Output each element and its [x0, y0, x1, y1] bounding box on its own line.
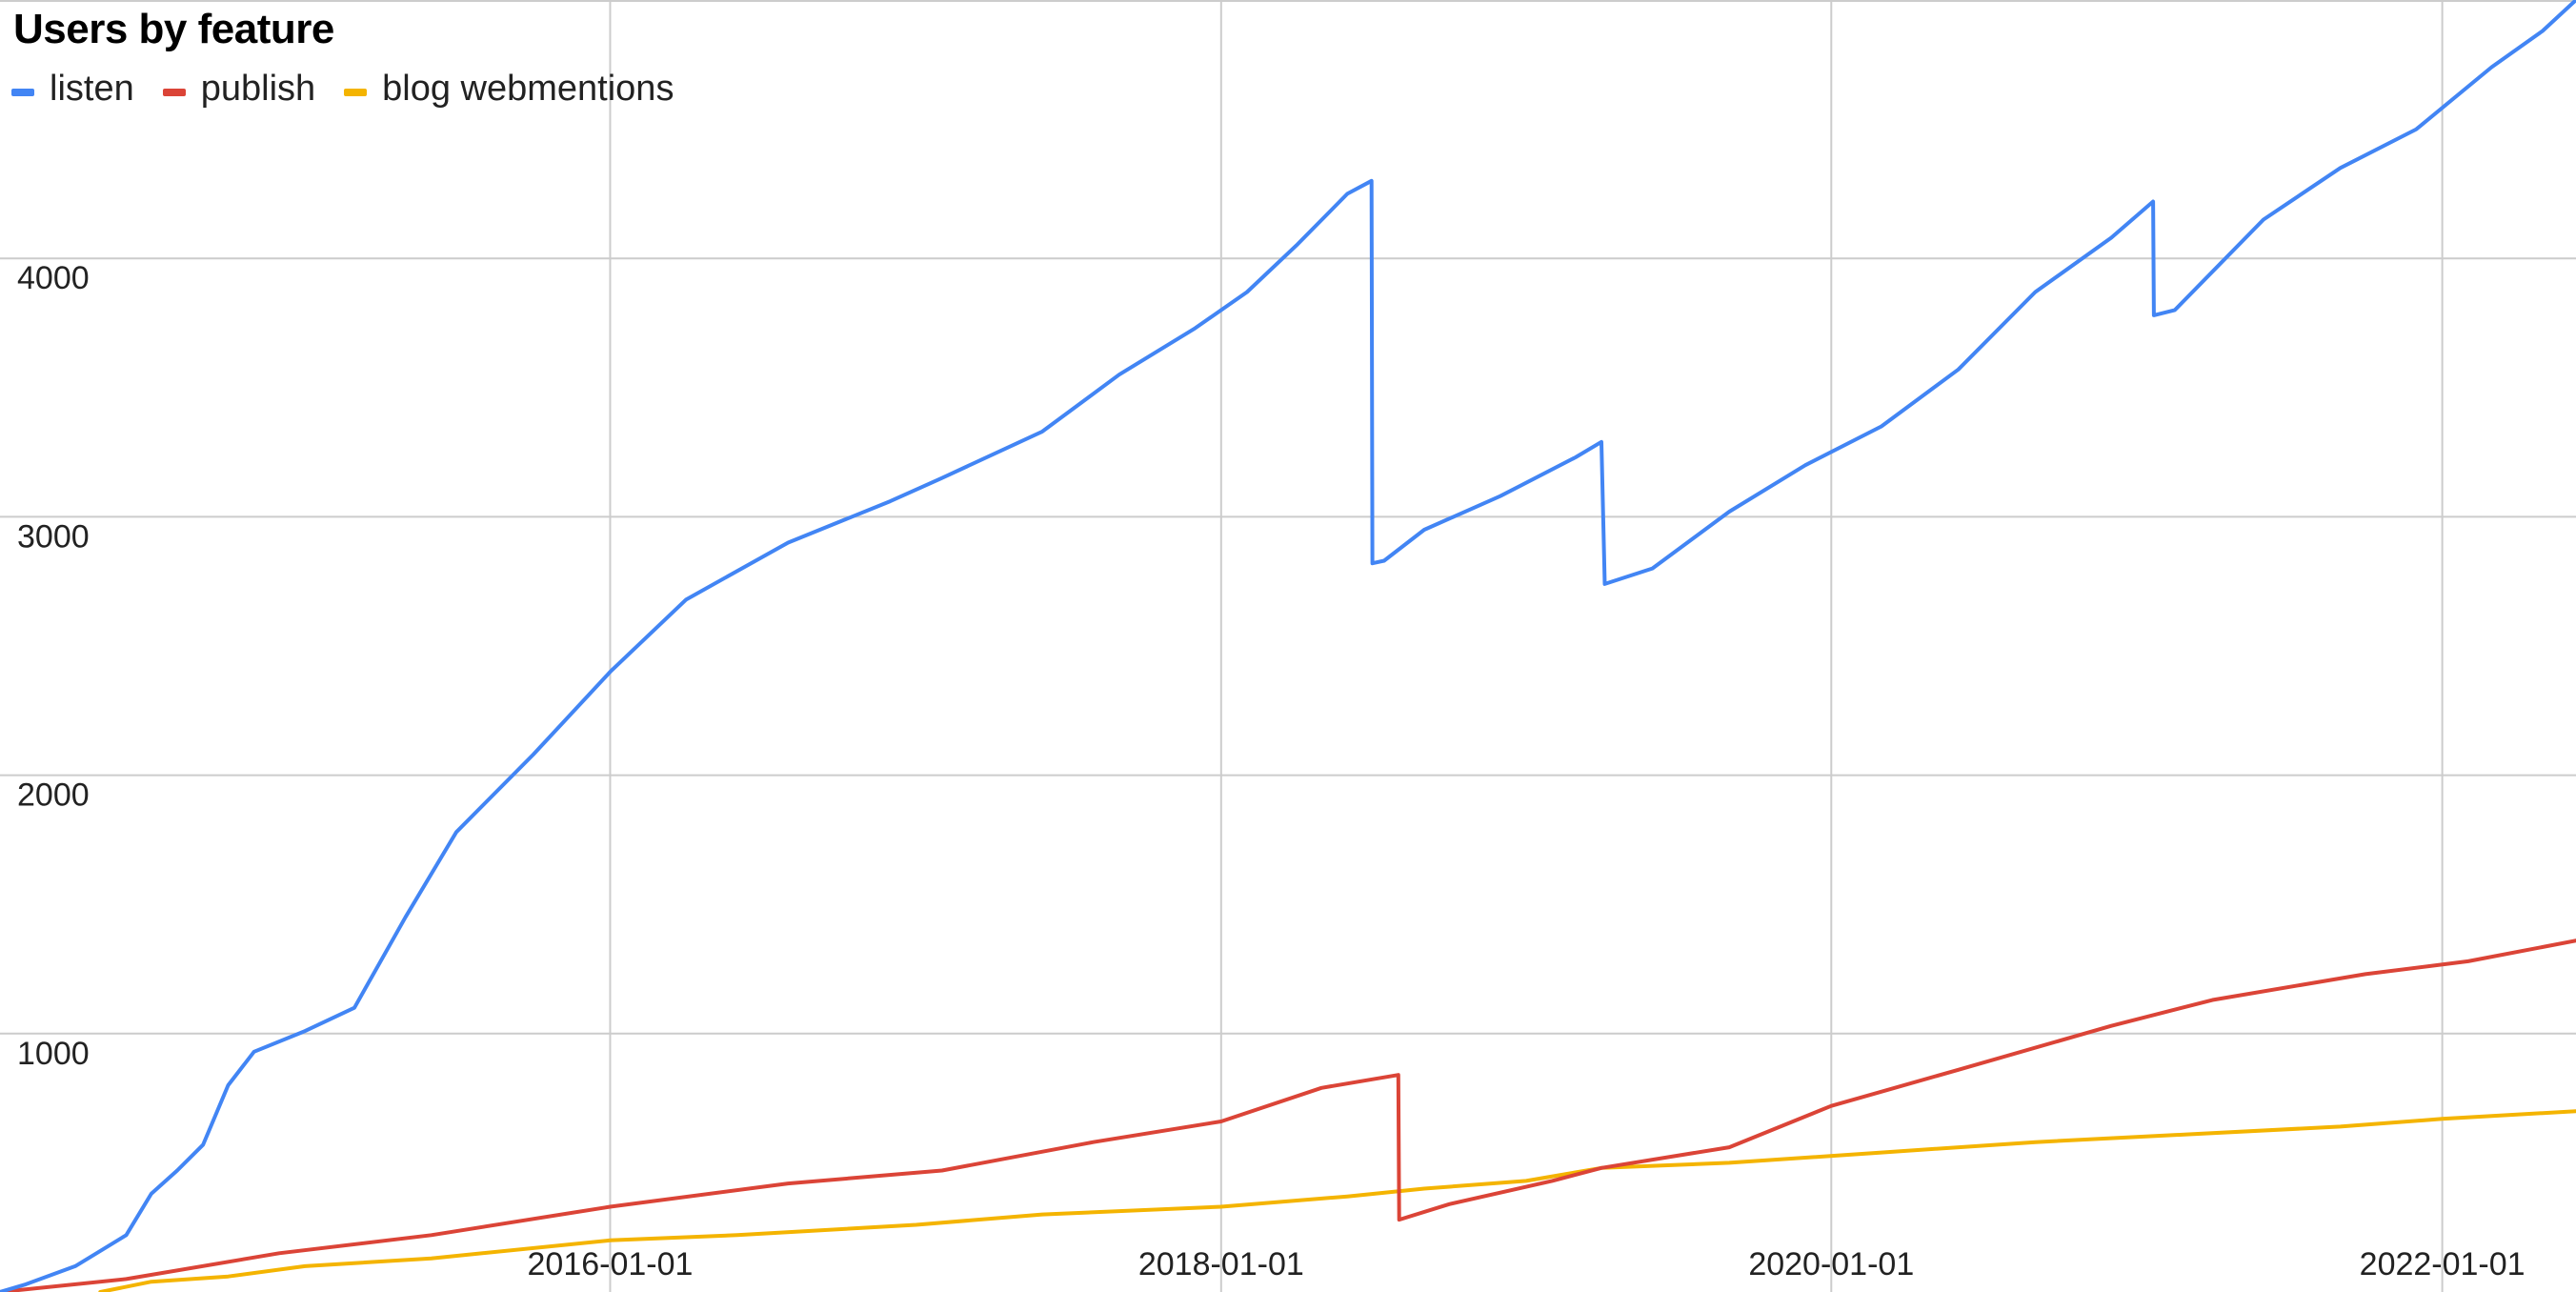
y-tick-label: 3000 — [17, 518, 90, 555]
chart-title: Users by feature — [13, 6, 334, 52]
y-tick-label: 1000 — [17, 1036, 90, 1072]
x-tick-label: 2016-01-01 — [528, 1246, 694, 1282]
legend: listen publish blog webmentions — [11, 69, 702, 110]
series-line-blog-webmentions — [98, 1109, 2576, 1292]
y-tick-label: 4000 — [17, 260, 90, 296]
legend-label: publish — [200, 69, 316, 109]
legend-swatch-publish — [162, 88, 186, 96]
legend-swatch-blog-webmentions — [344, 88, 368, 96]
x-tick-label: 2020-01-01 — [1748, 1246, 1914, 1282]
legend-item-listen[interactable]: listen — [11, 69, 134, 110]
legend-item-publish[interactable]: publish — [162, 69, 316, 110]
legend-swatch-listen — [11, 88, 34, 96]
series-line-publish — [0, 939, 2576, 1292]
legend-item-blog-webmentions[interactable]: blog webmentions — [344, 69, 674, 110]
x-tick-label: 2018-01-01 — [1138, 1246, 1304, 1282]
legend-label: blog webmentions — [382, 69, 674, 109]
axis-ticks: 1000 2000 3000 4000 2016-01-01 2018-01-01 2020… — [17, 260, 2526, 1282]
x-tick-label: 2022-01-01 — [2360, 1246, 2526, 1282]
y-tick-label: 2000 — [17, 777, 90, 814]
legend-label: listen — [50, 69, 134, 109]
